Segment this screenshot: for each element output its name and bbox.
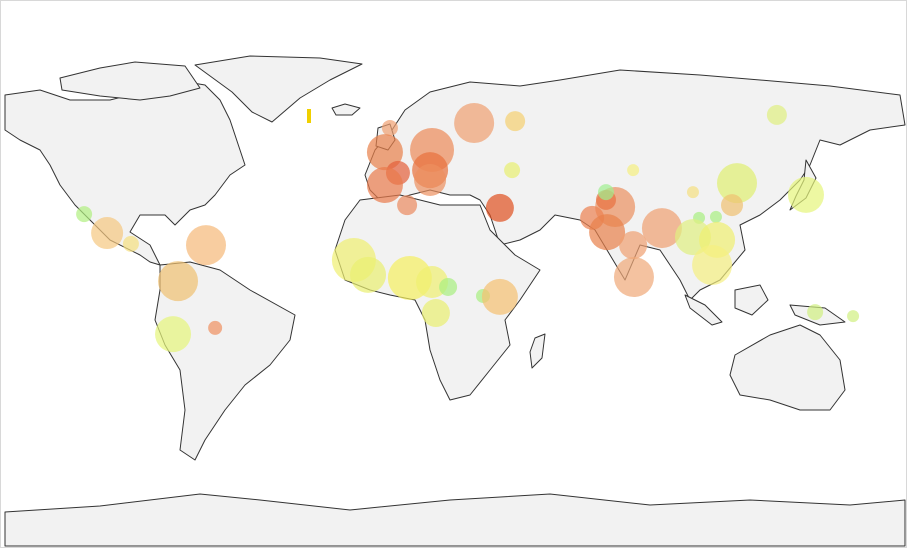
bubble [686,186,699,199]
bubble [721,194,744,217]
bubble [709,210,722,223]
madagascar [529,333,546,369]
bubble [847,310,860,323]
antarctica [4,493,906,547]
bubble [454,102,495,143]
bubble [421,299,450,328]
bubble [158,261,199,302]
bubble [381,119,398,136]
bubble [481,278,518,315]
bubble [504,162,521,179]
bubble [589,214,626,251]
bubble [91,217,124,250]
borneo [734,284,769,316]
bubble [122,235,139,252]
bubble [185,225,226,266]
bubble [505,111,526,132]
bubble [597,184,614,201]
bubble [787,176,824,213]
marker-stub [307,109,311,123]
bubble [692,244,733,285]
australia [729,324,846,411]
bubble [485,193,514,222]
bubble [807,304,824,321]
sumatra [684,294,723,326]
greenland [194,55,363,123]
bubble [366,134,403,171]
bubble [414,164,447,197]
bubble [627,164,640,177]
arctic-islands [59,61,201,101]
markers [76,102,860,353]
bubble [717,163,758,204]
bubble [641,208,682,249]
bubble [208,320,223,335]
bubble [439,277,458,296]
bubble [766,104,787,125]
bubble [619,231,648,260]
bubble [613,257,654,298]
land [4,55,906,547]
bubble [76,206,93,223]
bubble [350,256,387,293]
bubble [155,316,192,353]
bubble [397,195,418,216]
iceland [331,103,361,116]
bubble [366,166,403,203]
